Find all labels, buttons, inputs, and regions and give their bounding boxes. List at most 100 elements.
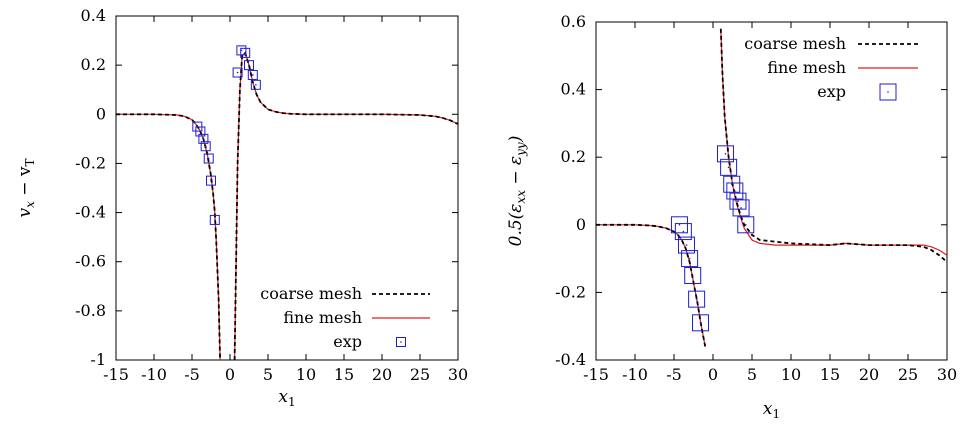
x-tick-label: 10 (781, 365, 801, 384)
exp-marker (726, 182, 744, 200)
legend-label: exp (817, 82, 846, 101)
exp-marker-dot (682, 230, 685, 233)
legend: coarse mesh fine mesh exp (260, 284, 430, 351)
exp-marker (681, 250, 699, 268)
exp-marker (720, 158, 738, 176)
y-tick-label: 0.2 (561, 147, 586, 166)
legend-marker (879, 83, 897, 101)
exp-marker-dot (252, 74, 254, 76)
legend-label: fine mesh (767, 58, 846, 77)
plot-area (596, 28, 947, 347)
exp-marker-dot (744, 224, 747, 226)
exp-marker (200, 141, 211, 152)
y-tick-label: -0.4 (75, 203, 106, 222)
exp-marker-dot (236, 71, 239, 74)
y-axis-label: vx − vT (15, 158, 37, 217)
legend-marker-dot (887, 91, 889, 93)
x-tick-label: -5 (184, 365, 200, 384)
x-tick-label: -5 (666, 365, 682, 384)
y-tick-label: 0.4 (81, 6, 106, 25)
x-axis-label-sub: 1 (288, 395, 296, 409)
y-tick-label: 0.2 (81, 55, 106, 74)
y-axis-label: 0.5(εxx − εyy) (506, 136, 528, 247)
exp-marker (198, 133, 209, 144)
x-tick-label: 15 (820, 365, 840, 384)
y-tick-label: -0.6 (75, 252, 106, 271)
exp-marker-dot (724, 153, 727, 155)
exp-marker-dot (734, 190, 736, 192)
x-tick-label: 0 (225, 365, 235, 384)
y-tick-label: -0.2 (555, 282, 586, 301)
exp-marker-dot (210, 179, 212, 182)
y-tick-label: 0 (96, 104, 106, 123)
legend-label: exp (333, 332, 362, 351)
x-tick-label: 5 (263, 365, 273, 384)
legend-label: coarse mesh (744, 34, 846, 53)
y-tick-label: -1 (90, 350, 106, 369)
exp-marker (688, 290, 706, 308)
exp-marker-dot (691, 274, 694, 277)
exp-marker (247, 69, 258, 80)
exp-marker-dot (695, 298, 698, 300)
exp-marker (737, 216, 755, 234)
x-tick-label: 15 (334, 365, 354, 384)
exp-marker (209, 214, 220, 225)
exp-marker-dot (740, 207, 742, 209)
y-tick-label: -0.4 (555, 350, 586, 369)
y-tick-label: 0.4 (561, 80, 586, 99)
exp-marker-dot (730, 183, 733, 186)
exp-marker (729, 192, 747, 210)
exp-marker-dot (737, 200, 739, 202)
y-tick-label: -0.2 (75, 153, 106, 172)
chart-left: -15 -10 -5 0 5 10 15 20 25 30 0.4 0.2 0 -0.2 -0.4 -0.6 -… (15, 6, 468, 409)
x-tick-label: 25 (410, 365, 430, 384)
x-tick-label: 30 (448, 365, 468, 384)
exp-marker-dot (244, 52, 246, 54)
exp-marker-dot (204, 145, 207, 148)
exp-marker-dot (685, 244, 688, 246)
x-axis-label-sub: 1 (772, 407, 780, 421)
legend-label: coarse mesh (260, 284, 362, 303)
x-tick-label: -15 (583, 365, 609, 384)
plot-frame (595, 21, 948, 361)
exp-marker (240, 47, 251, 58)
exp-marker (692, 314, 710, 332)
exp-marker (670, 216, 688, 234)
exp-marker (232, 67, 243, 78)
exp-marker (674, 223, 692, 241)
exp-marker (716, 145, 734, 163)
legend: coarse mesh fine mesh exp (744, 34, 918, 101)
x-tick-label: 25 (898, 365, 918, 384)
exp-marker-dot (678, 224, 681, 226)
plot-frame (115, 15, 459, 361)
exp-marker-dot (202, 138, 205, 140)
x-tick-label: -10 (141, 365, 167, 384)
exp-marker-dot (255, 84, 257, 86)
legend-marker-dot (400, 341, 402, 343)
exp-marker-dot (207, 157, 210, 160)
y-tick-label: 0.6 (561, 12, 586, 31)
exp-marker-dot (699, 322, 702, 324)
y-tick-label: -0.8 (75, 301, 106, 320)
legend-marker (396, 337, 406, 347)
y-tick-label: 0 (576, 215, 586, 234)
x-tick-label: 0 (708, 365, 718, 384)
exp-marker (203, 153, 214, 164)
exp-marker (677, 236, 695, 254)
legend-label: fine mesh (283, 308, 362, 327)
x-tick-label: 5 (747, 365, 757, 384)
x-tick-label: 30 (937, 365, 957, 384)
exp-marker-dot (727, 166, 730, 169)
exp-marker (195, 126, 206, 137)
exp-marker-dot (688, 257, 691, 260)
exp-marker (684, 267, 702, 284)
exp-marker-dot (248, 64, 250, 66)
exp-marker (244, 60, 254, 71)
exp-marker (250, 79, 261, 90)
x-tick-label: -15 (103, 365, 129, 384)
exp-marker (236, 45, 247, 56)
exp-marker-dot (199, 130, 202, 133)
x-tick-label: 20 (372, 365, 392, 384)
x-axis-label: x1 (278, 387, 295, 409)
